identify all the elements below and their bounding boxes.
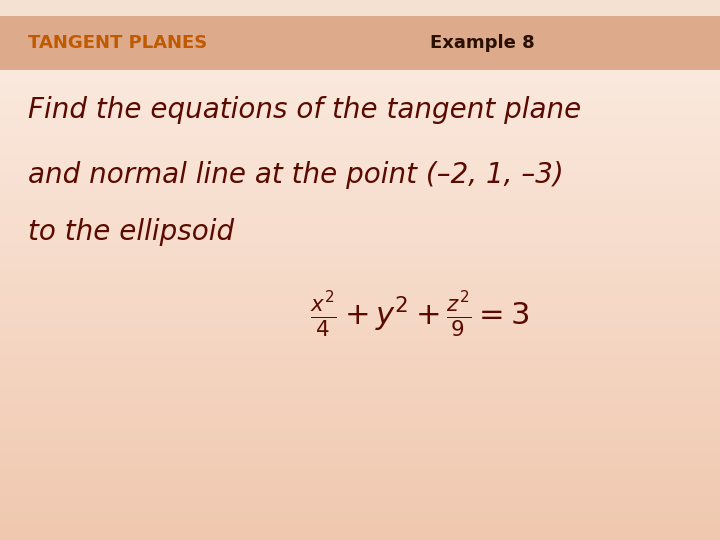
Text: TANGENT PLANES: TANGENT PLANES: [28, 34, 207, 52]
Text: and normal line at the point (–2, 1, –3): and normal line at the point (–2, 1, –3): [28, 161, 564, 189]
Text: Example 8: Example 8: [430, 34, 535, 52]
Bar: [0, 0, 720, 16]
Bar: [0, 16, 720, 70]
Text: to the ellipsoid: to the ellipsoid: [28, 218, 234, 246]
Text: Find the equations of the tangent plane: Find the equations of the tangent plane: [28, 96, 581, 124]
Text: $\frac{x^2}{4}+y^2+\frac{z^2}{9}=3$: $\frac{x^2}{4}+y^2+\frac{z^2}{9}=3$: [310, 290, 529, 340]
